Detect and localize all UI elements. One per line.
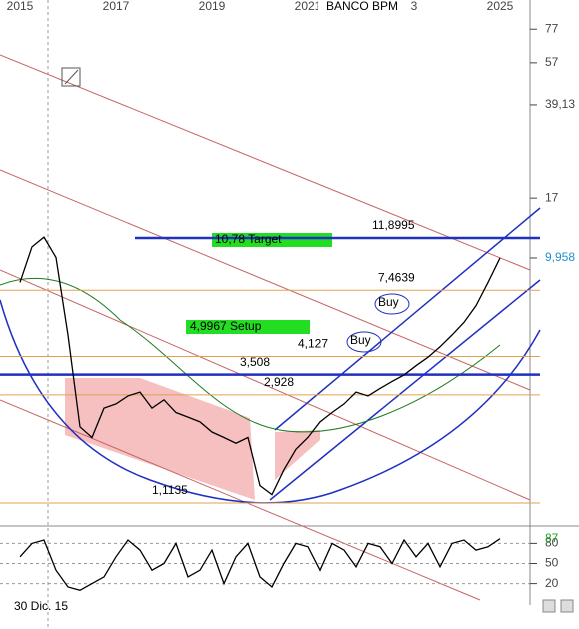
tool-icon	[64, 69, 79, 85]
y-tick-label: 80	[545, 536, 559, 550]
level-label: 4,127	[298, 337, 328, 351]
shaded-area	[65, 378, 255, 500]
level-label: 11,8995	[372, 218, 415, 232]
level-label: 3,508	[240, 355, 270, 369]
moving-average	[0, 278, 501, 433]
x-tick-label: 2015	[7, 0, 34, 13]
title-box	[318, 0, 410, 14]
level-label: 2,928	[264, 375, 294, 389]
x-tick-label: 2021	[295, 0, 322, 13]
chart-title: BANCO BPM	[326, 0, 398, 13]
price-line	[19, 538, 501, 591]
x-tick-label: 2019	[199, 0, 226, 13]
annotation: Buy	[378, 295, 399, 309]
annotation: 10,78 Target	[215, 232, 282, 246]
x-tick-label: 2017	[103, 0, 130, 13]
y-tick-label: 50	[545, 556, 559, 570]
price-line	[19, 236, 501, 496]
level-label: 7,4639	[378, 270, 415, 284]
y-tick-label: 20	[545, 576, 559, 590]
annotation: 30 Dic. 15	[14, 599, 68, 613]
y-tick-label: 57	[545, 55, 559, 69]
level-label: 1,1135	[152, 483, 188, 497]
setup-box	[186, 320, 310, 334]
y-tick-label: 77	[545, 21, 559, 35]
y-tick-label: 17	[545, 190, 559, 204]
annotation: Buy	[350, 333, 371, 347]
x-tick-label: 2025	[487, 0, 514, 13]
y-tick-label: 9,958	[545, 250, 575, 264]
annotation: 4,9967 Setup	[190, 319, 262, 333]
shaded-area	[275, 430, 320, 480]
last-value: 87	[545, 531, 559, 545]
y-tick-label: 39,13	[545, 97, 575, 111]
buy-circle	[374, 293, 410, 315]
zoom-button[interactable]	[560, 599, 574, 613]
trendlines	[0, 54, 531, 601]
buy-circle	[346, 331, 382, 353]
zoom-button[interactable]	[542, 599, 556, 613]
target-box	[212, 233, 332, 247]
tool-icon[interactable]	[61, 67, 81, 87]
